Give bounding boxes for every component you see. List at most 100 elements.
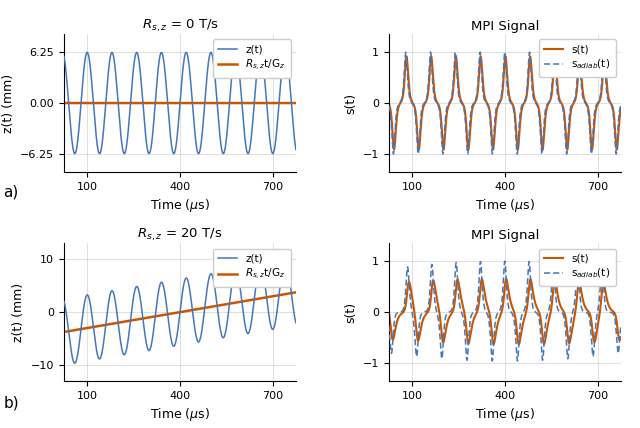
s(t) — [557, 304, 564, 309]
$R_{s,z}$t/G$_z$ — [144, 101, 152, 106]
Line: s(t): s(t) — [388, 56, 621, 150]
z(t) — [207, 50, 215, 55]
Legend: z(t), $R_{s,z}$t/G$_z$: z(t), $R_{s,z}$t/G$_z$ — [213, 39, 291, 78]
Legend: s(t), s$_{adiab}$(t): s(t), s$_{adiab}$(t) — [539, 39, 616, 77]
X-axis label: Time ($\mu$s): Time ($\mu$s) — [475, 197, 535, 214]
s$_{adiab}$(t) — [532, 101, 540, 106]
Title: MPI Signal: MPI Signal — [470, 20, 539, 33]
s$_{adiab}$(t) — [522, 299, 530, 304]
s(t) — [385, 101, 392, 106]
s(t) — [397, 101, 404, 106]
$R_{s,z}$t/G$_z$ — [197, 101, 205, 106]
s$_{adiab}$(t) — [557, 101, 564, 106]
z(t) — [72, 360, 79, 365]
s(t) — [522, 96, 530, 101]
Line: z(t): z(t) — [64, 261, 296, 363]
s(t) — [570, 101, 577, 106]
s(t) — [397, 312, 404, 317]
$R_{s,z}$t/G$_z$ — [292, 290, 300, 295]
s$_{adiab}$(t) — [550, 50, 558, 55]
$R_{s,z}$t/G$_z$ — [232, 101, 240, 106]
Line: z(t): z(t) — [64, 53, 296, 154]
Text: a): a) — [3, 184, 19, 199]
$R_{s,z}$t/G$_z$ — [232, 300, 240, 305]
$R_{s,z}$t/G$_z$ — [60, 101, 68, 106]
Legend: z(t), $R_{s,z}$t/G$_z$: z(t), $R_{s,z}$t/G$_z$ — [213, 249, 291, 287]
Line: s$_{adiab}$(t): s$_{adiab}$(t) — [388, 52, 621, 154]
z(t) — [207, 51, 215, 56]
s(t) — [576, 54, 584, 59]
s(t) — [469, 320, 477, 325]
Line: $R_{s,z}$t/G$_z$: $R_{s,z}$t/G$_z$ — [64, 292, 296, 332]
z(t) — [244, 151, 252, 156]
Title: $R_{s,z}$ = 0 T/s: $R_{s,z}$ = 0 T/s — [141, 18, 218, 34]
s$_{adiab}$(t) — [532, 310, 540, 315]
s(t) — [385, 310, 392, 315]
Title: $R_{s,z}$ = 20 T/s: $R_{s,z}$ = 20 T/s — [138, 227, 223, 244]
z(t) — [60, 54, 68, 59]
$R_{s,z}$t/G$_z$ — [244, 101, 252, 106]
s$_{adiab}$(t) — [617, 323, 625, 328]
$R_{s,z}$t/G$_z$ — [72, 101, 79, 106]
z(t) — [60, 299, 68, 304]
s$_{adiab}$(t) — [570, 308, 577, 313]
s(t) — [570, 321, 577, 326]
$R_{s,z}$t/G$_z$ — [207, 304, 215, 309]
Line: s$_{adiab}$(t): s$_{adiab}$(t) — [388, 261, 621, 361]
s(t) — [515, 342, 523, 347]
s(t) — [532, 100, 540, 105]
s(t) — [557, 100, 564, 105]
z(t) — [244, 331, 252, 336]
s$_{adiab}$(t) — [469, 310, 477, 315]
$R_{s,z}$t/G$_z$ — [197, 306, 205, 311]
$R_{s,z}$t/G$_z$ — [292, 101, 300, 106]
s$_{adiab}$(t) — [522, 93, 530, 98]
s$_{adiab}$(t) — [570, 100, 577, 105]
Legend: s(t), s$_{adiab}$(t): s(t), s$_{adiab}$(t) — [539, 249, 616, 286]
X-axis label: Time ($\mu$s): Time ($\mu$s) — [475, 406, 535, 423]
Title: MPI Signal: MPI Signal — [470, 229, 539, 242]
Y-axis label: z(t) (mm): z(t) (mm) — [12, 282, 26, 342]
s$_{adiab}$(t) — [488, 358, 496, 363]
z(t) — [145, 151, 153, 156]
Text: b): b) — [3, 396, 19, 411]
X-axis label: Time ($\mu$s): Time ($\mu$s) — [150, 406, 210, 423]
z(t) — [71, 361, 79, 366]
s(t) — [617, 107, 625, 112]
Y-axis label: z(t) (mm): z(t) (mm) — [1, 74, 15, 133]
s$_{adiab}$(t) — [469, 102, 477, 107]
Y-axis label: s(t): s(t) — [344, 302, 357, 323]
z(t) — [144, 149, 152, 155]
z(t) — [198, 331, 205, 336]
s$_{adiab}$(t) — [385, 323, 392, 328]
z(t) — [232, 267, 240, 272]
s(t) — [415, 147, 422, 152]
z(t) — [232, 50, 240, 55]
X-axis label: Time ($\mu$s): Time ($\mu$s) — [150, 197, 210, 214]
s$_{adiab}$(t) — [397, 309, 404, 315]
s(t) — [469, 104, 477, 110]
$R_{s,z}$t/G$_z$ — [244, 298, 252, 303]
z(t) — [292, 147, 300, 152]
z(t) — [144, 347, 152, 352]
$R_{s,z}$t/G$_z$ — [60, 330, 68, 335]
s$_{adiab}$(t) — [557, 310, 564, 315]
s$_{adiab}$(t) — [617, 103, 625, 108]
s$_{adiab}$(t) — [501, 259, 509, 264]
Line: s(t): s(t) — [388, 279, 621, 345]
s$_{adiab}$(t) — [397, 99, 404, 104]
z(t) — [292, 320, 300, 325]
Y-axis label: s(t): s(t) — [344, 92, 357, 113]
s$_{adiab}$(t) — [390, 152, 397, 157]
s$_{adiab}$(t) — [385, 103, 392, 108]
z(t) — [72, 150, 79, 155]
s(t) — [502, 276, 510, 282]
s(t) — [617, 334, 625, 339]
s(t) — [522, 309, 530, 315]
z(t) — [282, 259, 289, 264]
z(t) — [198, 139, 205, 144]
z(t) — [207, 271, 215, 276]
s(t) — [532, 303, 540, 309]
$R_{s,z}$t/G$_z$ — [207, 101, 215, 106]
$R_{s,z}$t/G$_z$ — [144, 315, 152, 320]
